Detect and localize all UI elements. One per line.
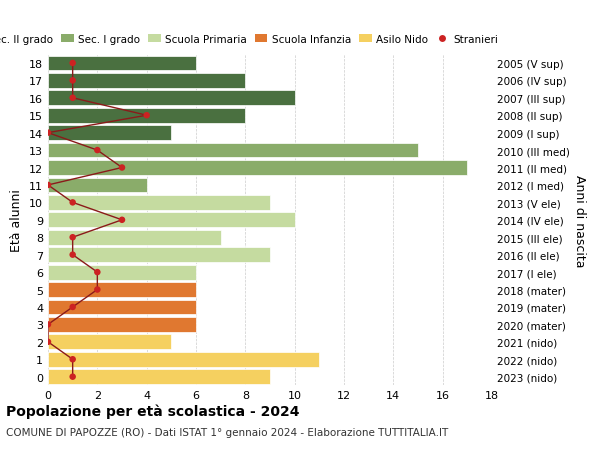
Point bbox=[117, 164, 127, 172]
Text: Popolazione per età scolastica - 2024: Popolazione per età scolastica - 2024 bbox=[6, 404, 299, 419]
Point bbox=[68, 303, 77, 311]
Point bbox=[117, 217, 127, 224]
Y-axis label: Età alunni: Età alunni bbox=[10, 189, 23, 252]
Bar bbox=[48, 352, 319, 367]
Bar bbox=[48, 265, 196, 280]
Point bbox=[43, 321, 53, 328]
Point bbox=[43, 130, 53, 137]
Bar bbox=[48, 196, 270, 210]
Point bbox=[68, 356, 77, 363]
Bar bbox=[48, 230, 221, 245]
Point bbox=[92, 269, 102, 276]
Point bbox=[92, 147, 102, 154]
Bar bbox=[48, 335, 172, 349]
Point bbox=[68, 60, 77, 67]
Point bbox=[68, 252, 77, 259]
Text: COMUNE DI PAPOZZE (RO) - Dati ISTAT 1° gennaio 2024 - Elaborazione TUTTITALIA.IT: COMUNE DI PAPOZZE (RO) - Dati ISTAT 1° g… bbox=[6, 427, 448, 437]
Bar bbox=[48, 282, 196, 297]
Point bbox=[68, 199, 77, 207]
Bar bbox=[48, 143, 418, 158]
Point bbox=[68, 373, 77, 381]
Bar bbox=[48, 213, 295, 228]
Point bbox=[43, 338, 53, 346]
Point bbox=[142, 112, 151, 120]
Point bbox=[68, 95, 77, 102]
Bar bbox=[48, 317, 196, 332]
Bar bbox=[48, 91, 295, 106]
Bar bbox=[48, 300, 196, 315]
Bar bbox=[48, 178, 146, 193]
Bar bbox=[48, 248, 270, 263]
Point bbox=[68, 78, 77, 85]
Bar bbox=[48, 74, 245, 89]
Bar bbox=[48, 161, 467, 175]
Bar bbox=[48, 56, 196, 71]
Point bbox=[92, 286, 102, 294]
Point bbox=[68, 234, 77, 241]
Bar bbox=[48, 126, 172, 141]
Y-axis label: Anni di nascita: Anni di nascita bbox=[574, 174, 586, 267]
Point bbox=[43, 182, 53, 189]
Legend: Sec. II grado, Sec. I grado, Scuola Primaria, Scuola Infanzia, Asilo Nido, Stran: Sec. II grado, Sec. I grado, Scuola Prim… bbox=[0, 31, 502, 49]
Bar bbox=[48, 109, 245, 123]
Bar bbox=[48, 369, 270, 384]
